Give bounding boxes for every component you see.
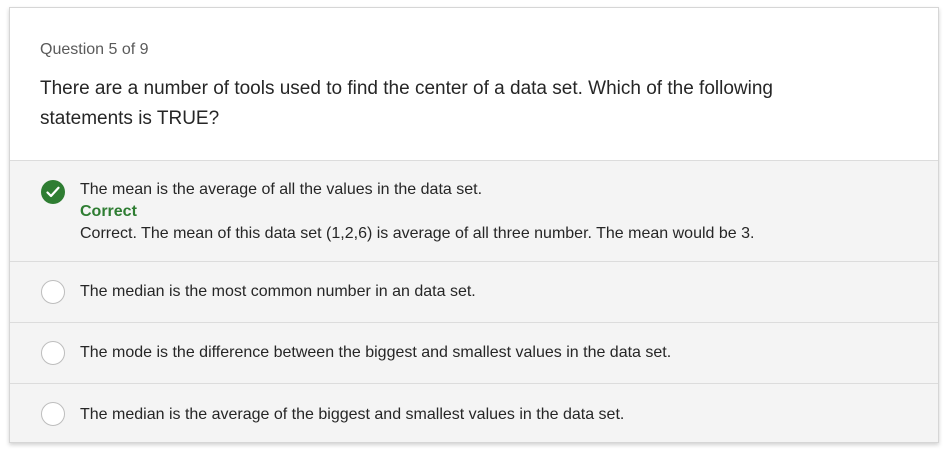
checkmark-glyph — [46, 186, 60, 198]
checkmark-icon — [41, 180, 65, 204]
answer-option-text: The median is the average of the biggest… — [80, 405, 625, 423]
answer-option-text: The mode is the difference between the b… — [80, 344, 672, 361]
answer-option-text: The mean is the average of all the value… — [80, 181, 483, 198]
radio-button-icon[interactable] — [41, 280, 65, 304]
answer-option-3[interactable]: The mode is the difference between the b… — [10, 323, 938, 384]
question-counter: Question 5 of 9 — [40, 41, 149, 58]
answer-options: The mean is the average of all the value… — [10, 161, 938, 442]
feedback-text: Correct. The mean of this data set (1,2,… — [80, 225, 755, 242]
feedback-label: Correct — [80, 203, 137, 220]
question-text: There are a number of tools used to find… — [40, 78, 773, 129]
answer-option-2[interactable]: The median is the most common number in … — [10, 262, 938, 323]
answer-option-4[interactable]: The median is the average of the biggest… — [10, 384, 938, 442]
radio-button-icon[interactable] — [41, 402, 65, 426]
answer-option-text: The median is the most common number in … — [80, 283, 476, 300]
radio-button-icon[interactable] — [41, 341, 65, 365]
answer-option-1[interactable]: The mean is the average of all the value… — [10, 161, 938, 262]
question-header: Question 5 of 9 There are a number of to… — [10, 8, 938, 161]
question-card: Question 5 of 9 There are a number of to… — [9, 7, 939, 443]
